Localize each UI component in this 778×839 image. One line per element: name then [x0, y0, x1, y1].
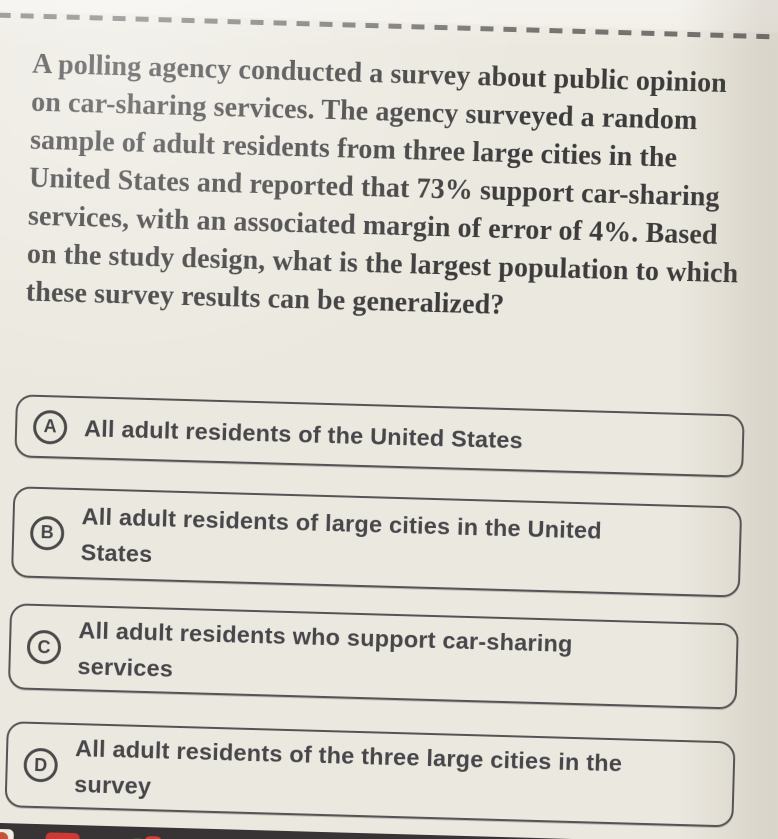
dock-icon-white-tile-logo [0, 831, 8, 839]
option-card-a[interactable]: A All adult residents of the United Stat… [14, 394, 745, 478]
option-card-b[interactable]: B All adult residents of large cities in… [10, 486, 743, 598]
dock-icon-red-tile[interactable] [45, 832, 80, 839]
option-label-d: All adult residents of the three large c… [73, 735, 623, 800]
question-text: A polling agency conducted a survey abou… [25, 48, 739, 321]
dock-icon-white-tile[interactable] [0, 828, 14, 839]
option-card-c[interactable]: C All adult residents who support car-sh… [7, 603, 739, 710]
option-letter-badge-c: C [26, 629, 62, 665]
option-label-b: All adult residents of large cities in t… [80, 502, 603, 567]
option-letter-badge-b: B [29, 515, 65, 551]
option-letter-badge-a: A [32, 409, 68, 445]
option-card-d[interactable]: D All adult residents of the three large… [4, 721, 736, 828]
option-label-a: All adult residents of the United States [83, 414, 524, 453]
option-label-c: All adult residents who support car-shar… [77, 617, 574, 682]
option-letter-badge-d: D [23, 747, 59, 783]
